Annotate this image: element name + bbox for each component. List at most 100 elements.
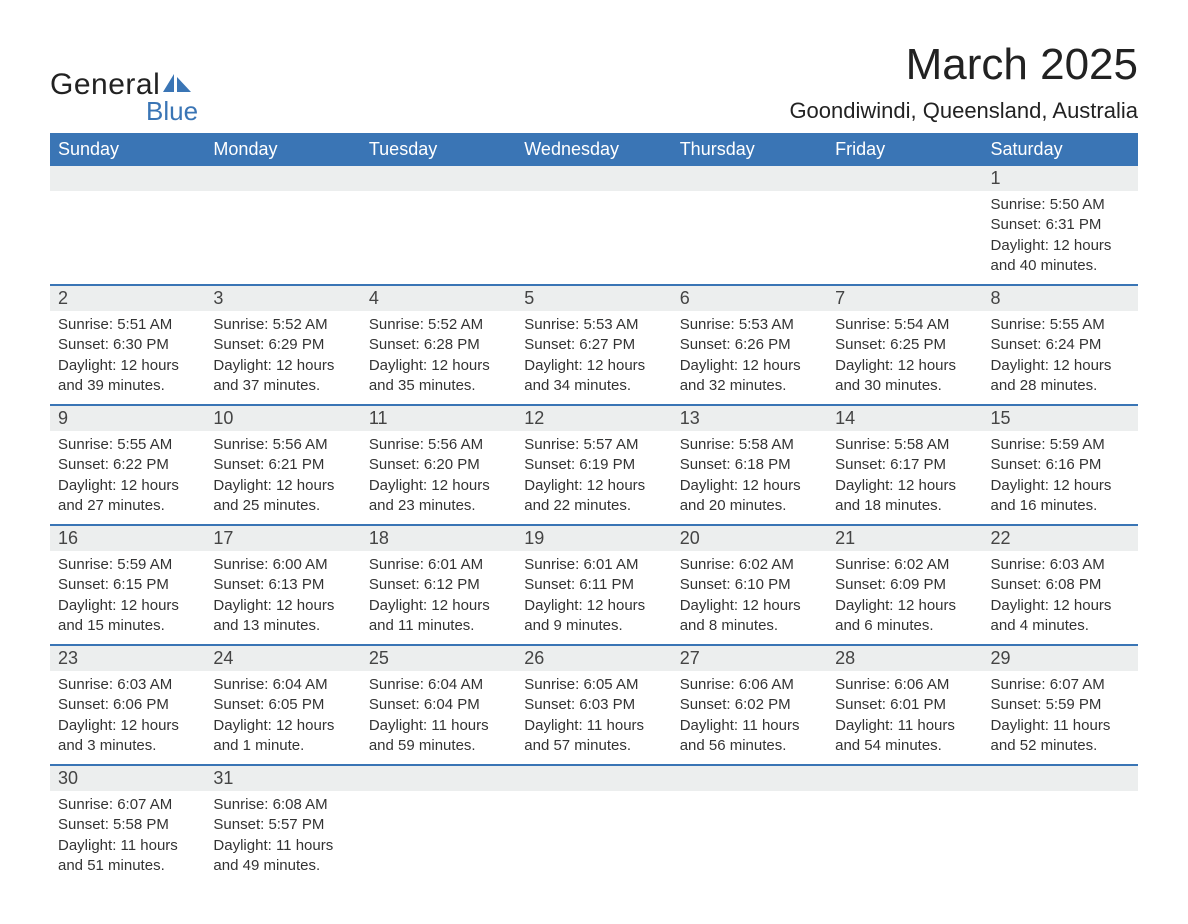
- day-number-cell: 14: [827, 405, 982, 431]
- day-content-cell: Sunrise: 6:03 AMSunset: 6:06 PMDaylight:…: [50, 671, 205, 765]
- day-content-cell: Sunrise: 5:55 AMSunset: 6:22 PMDaylight:…: [50, 431, 205, 525]
- day-number-cell: 18: [361, 525, 516, 551]
- daylight-line: Daylight: 12 hours and 13 minutes.: [213, 596, 352, 637]
- day-content-cell: Sunrise: 6:06 AMSunset: 6:01 PMDaylight:…: [827, 671, 982, 765]
- sunrise-line: Sunrise: 6:00 AM: [213, 555, 352, 575]
- sunset-line: Sunset: 6:18 PM: [680, 455, 819, 475]
- day-number-cell: 2: [50, 285, 205, 311]
- day-number-cell: 8: [983, 285, 1138, 311]
- daylight-line: Daylight: 12 hours and 1 minute.: [213, 716, 352, 757]
- day-number-row: 3031: [50, 765, 1138, 791]
- day-number-row: 1: [50, 166, 1138, 191]
- daylight-line: Daylight: 12 hours and 15 minutes.: [58, 596, 197, 637]
- day-number-cell: 13: [672, 405, 827, 431]
- sunrise-line: Sunrise: 6:06 AM: [835, 675, 974, 695]
- day-content-cell: Sunrise: 6:04 AMSunset: 6:04 PMDaylight:…: [361, 671, 516, 765]
- daylight-line: Daylight: 11 hours and 49 minutes.: [213, 836, 352, 877]
- sunrise-line: Sunrise: 6:04 AM: [369, 675, 508, 695]
- day-content-cell: Sunrise: 5:52 AMSunset: 6:28 PMDaylight:…: [361, 311, 516, 405]
- day-content-row: Sunrise: 5:55 AMSunset: 6:22 PMDaylight:…: [50, 431, 1138, 525]
- sunset-line: Sunset: 6:10 PM: [680, 575, 819, 595]
- sunrise-line: Sunrise: 5:59 AM: [58, 555, 197, 575]
- day-content-cell: Sunrise: 5:53 AMSunset: 6:26 PMDaylight:…: [672, 311, 827, 405]
- daylight-line: Daylight: 12 hours and 11 minutes.: [369, 596, 508, 637]
- day-number-cell: 25: [361, 645, 516, 671]
- day-content-cell: [205, 191, 360, 285]
- day-content-cell: Sunrise: 5:57 AMSunset: 6:19 PMDaylight:…: [516, 431, 671, 525]
- sunrise-line: Sunrise: 6:03 AM: [58, 675, 197, 695]
- day-number-cell: [361, 166, 516, 191]
- title-block: March 2025 Goondiwindi, Queensland, Aust…: [789, 40, 1138, 124]
- day-content-cell: Sunrise: 6:06 AMSunset: 6:02 PMDaylight:…: [672, 671, 827, 765]
- sunrise-line: Sunrise: 5:58 AM: [835, 435, 974, 455]
- day-number-cell: [50, 166, 205, 191]
- day-content-cell: [361, 191, 516, 285]
- daylight-line: Daylight: 11 hours and 59 minutes.: [369, 716, 508, 757]
- sunset-line: Sunset: 5:59 PM: [991, 695, 1130, 715]
- sunrise-line: Sunrise: 6:08 AM: [213, 795, 352, 815]
- sunrise-line: Sunrise: 5:56 AM: [213, 435, 352, 455]
- day-content-cell: Sunrise: 6:07 AMSunset: 5:58 PMDaylight:…: [50, 791, 205, 884]
- day-number-cell: 19: [516, 525, 671, 551]
- day-number-cell: [983, 765, 1138, 791]
- sunset-line: Sunset: 6:16 PM: [991, 455, 1130, 475]
- day-number-cell: 12: [516, 405, 671, 431]
- day-content-cell: Sunrise: 6:04 AMSunset: 6:05 PMDaylight:…: [205, 671, 360, 765]
- sunset-line: Sunset: 6:11 PM: [524, 575, 663, 595]
- sunrise-line: Sunrise: 5:55 AM: [991, 315, 1130, 335]
- day-number-cell: [205, 166, 360, 191]
- weekday-header: Monday: [205, 133, 360, 166]
- day-number-cell: 11: [361, 405, 516, 431]
- day-number-cell: 29: [983, 645, 1138, 671]
- sunset-line: Sunset: 6:27 PM: [524, 335, 663, 355]
- daylight-line: Daylight: 12 hours and 4 minutes.: [991, 596, 1130, 637]
- sunset-line: Sunset: 5:57 PM: [213, 815, 352, 835]
- day-number-cell: [827, 765, 982, 791]
- day-number-cell: 27: [672, 645, 827, 671]
- day-number-cell: 23: [50, 645, 205, 671]
- daylight-line: Daylight: 12 hours and 27 minutes.: [58, 476, 197, 517]
- sunrise-line: Sunrise: 5:51 AM: [58, 315, 197, 335]
- sunset-line: Sunset: 5:58 PM: [58, 815, 197, 835]
- weekday-header-row: SundayMondayTuesdayWednesdayThursdayFrid…: [50, 133, 1138, 166]
- day-number-cell: 16: [50, 525, 205, 551]
- sunset-line: Sunset: 6:21 PM: [213, 455, 352, 475]
- sunrise-line: Sunrise: 6:05 AM: [524, 675, 663, 695]
- sunset-line: Sunset: 6:13 PM: [213, 575, 352, 595]
- sunrise-line: Sunrise: 5:50 AM: [991, 195, 1130, 215]
- day-content-cell: [516, 191, 671, 285]
- sunset-line: Sunset: 6:28 PM: [369, 335, 508, 355]
- day-number-cell: 26: [516, 645, 671, 671]
- daylight-line: Daylight: 12 hours and 9 minutes.: [524, 596, 663, 637]
- day-number-cell: 17: [205, 525, 360, 551]
- weekday-header: Saturday: [983, 133, 1138, 166]
- day-number-cell: [516, 765, 671, 791]
- sunset-line: Sunset: 6:30 PM: [58, 335, 197, 355]
- day-content-cell: [516, 791, 671, 884]
- sunset-line: Sunset: 6:31 PM: [991, 215, 1130, 235]
- daylight-line: Daylight: 12 hours and 16 minutes.: [991, 476, 1130, 517]
- daylight-line: Daylight: 12 hours and 22 minutes.: [524, 476, 663, 517]
- day-content-cell: Sunrise: 5:50 AMSunset: 6:31 PMDaylight:…: [983, 191, 1138, 285]
- sunrise-line: Sunrise: 6:03 AM: [991, 555, 1130, 575]
- sunset-line: Sunset: 6:15 PM: [58, 575, 197, 595]
- daylight-line: Daylight: 11 hours and 57 minutes.: [524, 716, 663, 757]
- sunset-line: Sunset: 6:26 PM: [680, 335, 819, 355]
- weekday-header: Tuesday: [361, 133, 516, 166]
- daylight-line: Daylight: 11 hours and 54 minutes.: [835, 716, 974, 757]
- day-number-cell: 5: [516, 285, 671, 311]
- header: General Blue March 2025 Goondiwindi, Que…: [50, 40, 1138, 127]
- logo-text-1: General: [50, 68, 160, 102]
- day-number-cell: [361, 765, 516, 791]
- sunrise-line: Sunrise: 5:59 AM: [991, 435, 1130, 455]
- day-number-cell: [672, 765, 827, 791]
- day-content-cell: Sunrise: 6:00 AMSunset: 6:13 PMDaylight:…: [205, 551, 360, 645]
- day-content-cell: Sunrise: 5:53 AMSunset: 6:27 PMDaylight:…: [516, 311, 671, 405]
- day-content-cell: Sunrise: 6:03 AMSunset: 6:08 PMDaylight:…: [983, 551, 1138, 645]
- calendar-table: SundayMondayTuesdayWednesdayThursdayFrid…: [50, 133, 1138, 884]
- day-content-cell: [827, 191, 982, 285]
- day-content-cell: [672, 191, 827, 285]
- sunset-line: Sunset: 6:09 PM: [835, 575, 974, 595]
- day-content-cell: Sunrise: 5:59 AMSunset: 6:16 PMDaylight:…: [983, 431, 1138, 525]
- day-number-cell: 1: [983, 166, 1138, 191]
